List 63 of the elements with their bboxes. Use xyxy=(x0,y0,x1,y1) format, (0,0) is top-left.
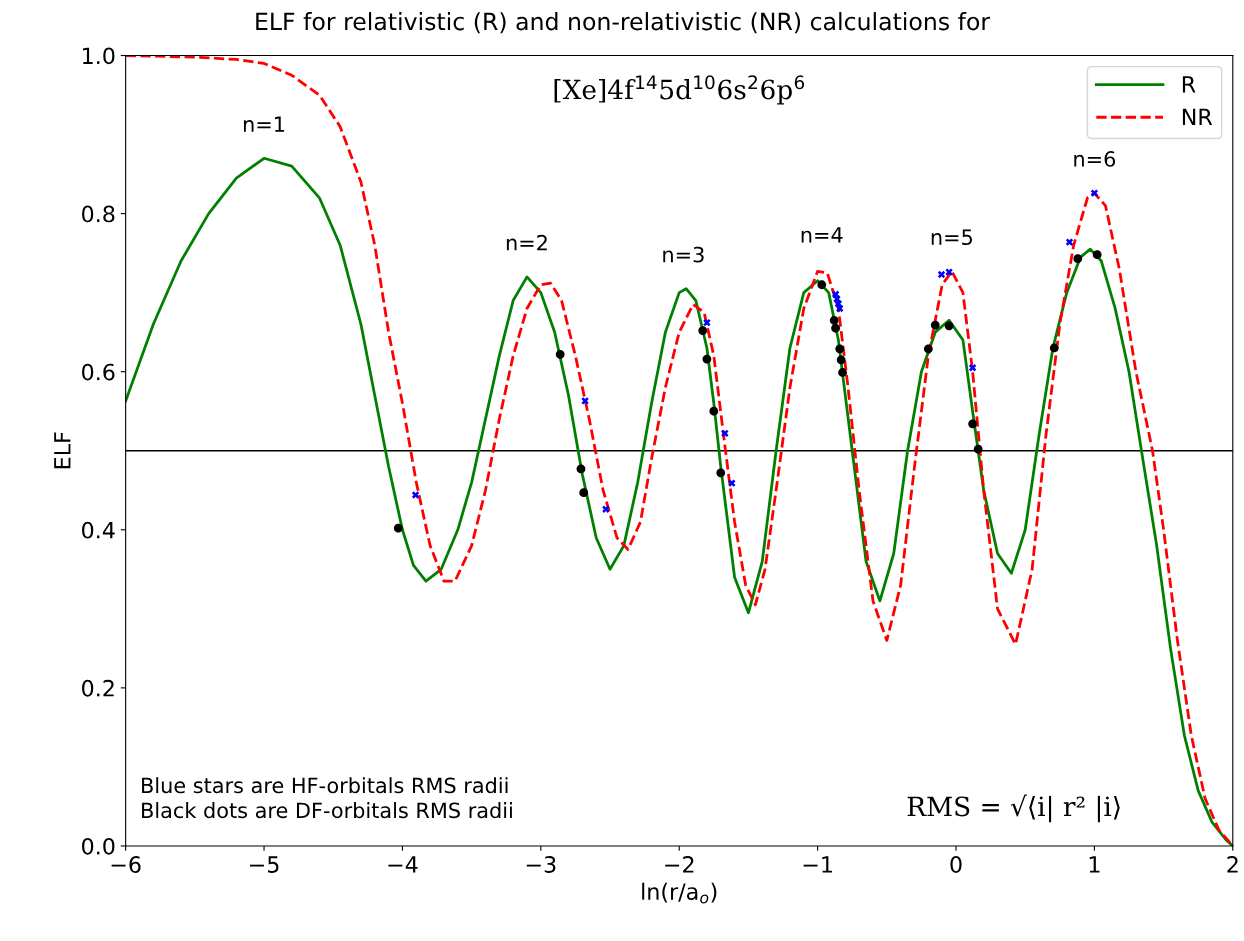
annotation: n=5 xyxy=(931,229,972,246)
x-tick-label: −5 xyxy=(250,856,279,873)
point xyxy=(831,290,840,298)
point xyxy=(1049,343,1059,353)
y-tick-label: 0.2 xyxy=(82,679,114,697)
y-tick-label: 0.0 xyxy=(82,837,115,855)
point xyxy=(831,323,840,333)
x-tick-label: 0 xyxy=(950,856,962,873)
point xyxy=(973,444,983,454)
annotation: n=6 xyxy=(1074,151,1116,167)
x-tick-label: 1 xyxy=(1089,856,1100,873)
point xyxy=(1065,238,1074,246)
chart-title: ELF for relativistic (R) and non-relativistic (NR) calculations for xyxy=(256,12,991,34)
point xyxy=(1092,250,1102,260)
point xyxy=(1090,189,1099,197)
point xyxy=(838,368,847,377)
annotation: n=2 xyxy=(506,234,547,251)
annotation: n=1 xyxy=(243,116,285,132)
point xyxy=(923,344,933,354)
point xyxy=(944,321,954,331)
point xyxy=(836,304,844,313)
y-tick-label: 0.6 xyxy=(82,363,115,381)
text: [Xe]4f$^{14}$5d$^{10}$6s$^{2}$6p$^{6}$ xyxy=(554,75,805,105)
annotation: Blue stars are HF-orbitals RMS radii Black dots are DF-orbitals RMS radii xyxy=(142,777,512,819)
point xyxy=(1073,254,1083,264)
point xyxy=(698,326,708,335)
y-tick-label: 0.8 xyxy=(82,205,115,223)
x-axis-title: ln(r/a$_{o}$) xyxy=(642,882,717,904)
x-tick-label: −1 xyxy=(803,856,832,873)
y-axis-title: ELF xyxy=(54,432,71,469)
legend-label: NR xyxy=(1182,108,1213,126)
point xyxy=(709,406,719,416)
point xyxy=(602,505,610,513)
annotation: n=3 xyxy=(663,246,704,263)
point xyxy=(968,364,977,372)
point xyxy=(728,479,736,487)
point xyxy=(576,464,586,474)
x-tick-label: −4 xyxy=(388,856,418,873)
point xyxy=(721,429,729,438)
point xyxy=(930,320,940,330)
point xyxy=(968,419,978,429)
point xyxy=(579,488,589,498)
x-tick-label: 2 xyxy=(1227,856,1238,873)
annotation: n=4 xyxy=(801,227,843,243)
x-tick-label: −2 xyxy=(665,856,694,873)
point xyxy=(411,491,420,499)
annotation: RMS = √⟨i| r² |i⟩ xyxy=(907,794,1120,823)
point xyxy=(836,355,846,365)
point xyxy=(817,280,827,290)
x-tick-label: −6 xyxy=(111,856,141,873)
point xyxy=(393,523,403,533)
x-tick-label: −3 xyxy=(526,856,556,873)
legend-label: R xyxy=(1182,76,1196,93)
point xyxy=(555,349,565,359)
point xyxy=(945,268,953,276)
y-tick-label: 0.4 xyxy=(82,521,115,539)
point xyxy=(716,468,726,478)
point xyxy=(835,344,845,354)
y-tick-label: 1.0 xyxy=(83,47,115,65)
point xyxy=(581,397,589,405)
point xyxy=(702,354,712,364)
point xyxy=(829,315,839,325)
point xyxy=(703,319,711,327)
